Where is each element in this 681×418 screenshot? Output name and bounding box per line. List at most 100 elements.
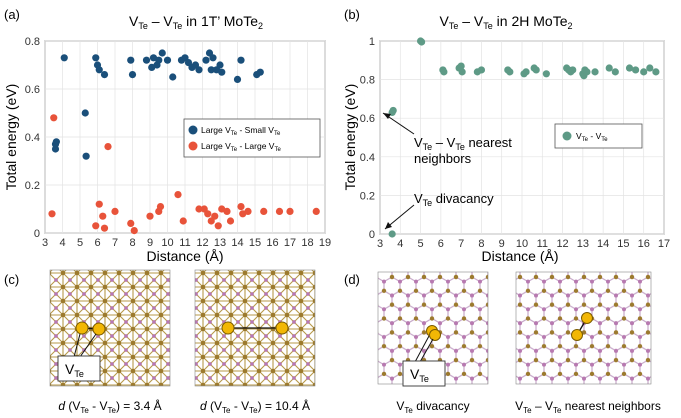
annotation-arrowhead-nn (383, 113, 391, 119)
chart-b-y-ticks: 0 0.2 0.4 0.6 0.8 1 (360, 36, 375, 241)
data-point (417, 38, 426, 46)
divacancy-atom-2 (429, 329, 441, 341)
caption-d-right: VTe – VTe nearest neighbors (515, 399, 661, 415)
chart-a-legend-box (183, 118, 321, 158)
data-point (611, 68, 619, 76)
chart-b-x-ticks: 3 4 5 6 7 8 9 10 11 12 13 14 15 16 17 (377, 238, 670, 250)
x-tick-label: 3 (42, 237, 48, 249)
y-tick-label: 0.4 (360, 152, 375, 164)
x-tick-label: 6 (438, 238, 444, 250)
data-point (174, 191, 182, 199)
x-tick-label: 15 (249, 237, 261, 249)
data-point (632, 66, 640, 74)
pointer-c-1 (73, 333, 81, 358)
data-point (389, 106, 397, 115)
vacancy-atom-left-1 (75, 321, 89, 335)
data-point (583, 68, 591, 76)
data-point (233, 75, 242, 83)
y-tick-label: 1 (369, 36, 375, 48)
x-tick-label: 12 (556, 238, 568, 250)
panel-label-c: (c) (4, 272, 19, 287)
chart-b: (b) VTe – VTe in 2H MoTe2 3 4 5 6 7 8 9 10 11 12 1… (342, 7, 670, 264)
data-point (127, 56, 135, 64)
data-point (92, 54, 100, 62)
x-tick-label: 4 (397, 238, 403, 250)
data-point (211, 212, 219, 220)
data-point (605, 64, 613, 72)
chart-a-xlabel: Distance (Å) (146, 248, 223, 264)
y-tick-label: 0.4 (25, 132, 40, 144)
legend-marker-small (188, 125, 198, 135)
chart-a-title: VTe – VTe in 1T’ MoTe2 (129, 13, 263, 31)
y-tick-label: 0.8 (360, 75, 375, 87)
data-point (244, 207, 252, 215)
legend-marker-large (188, 141, 198, 151)
annotation-nearest-neighbors: VTe – VTe nearest neighbors (382, 112, 512, 166)
data-point (209, 54, 217, 62)
data-point (223, 207, 231, 215)
data-point (214, 222, 222, 230)
data-point (542, 70, 550, 78)
annotation-divacancy-label: VTe divacancy (414, 191, 494, 208)
vte-label-box-d (402, 360, 446, 387)
x-tick-label: 13 (577, 238, 589, 250)
x-tick-label: 17 (284, 237, 296, 249)
y-tick-label: 0.2 (360, 190, 375, 202)
data-point (50, 114, 58, 122)
y-tick-label: 0.2 (25, 180, 40, 192)
annotation-arrowhead-div (385, 222, 392, 229)
data-point (218, 68, 226, 76)
vacancy-atom-right-1 (221, 321, 235, 335)
legend-label-large: Large VTe - Large VTe (201, 141, 281, 153)
panel-label-a: (a) (4, 7, 20, 22)
legend-marker-vte (562, 131, 572, 141)
x-tick-label: 17 (658, 238, 670, 250)
vte-label-d: VTe (410, 366, 429, 384)
x-tick-label: 12 (196, 237, 208, 249)
x-tick-label: 8 (129, 237, 135, 249)
data-point (226, 217, 235, 225)
chart-a-points (48, 49, 320, 235)
x-tick-label: 14 (597, 238, 609, 250)
panel-d-structures: (d) VTe VTe divacancy VTe – VTe nearest … (344, 271, 661, 415)
data-point (569, 66, 577, 74)
data-point (52, 138, 60, 146)
data-point (216, 61, 224, 69)
caption-d-left: VTe divacancy (396, 399, 469, 415)
data-point (440, 68, 448, 76)
chart-a-ylabel: Total energy (eV) (3, 84, 19, 191)
data-point (48, 210, 56, 218)
nn-atom-2 (581, 312, 593, 324)
chart-a: (a) VTe – VTe in 1T’ MoTe2 3 4 5 6 7 8 9 10 11 12… (3, 7, 331, 264)
data-point (95, 66, 103, 74)
data-point (99, 212, 107, 220)
data-point (506, 68, 514, 76)
data-point (100, 71, 109, 79)
x-tick-label: 9 (499, 238, 505, 250)
pointer-d-2 (419, 338, 434, 363)
data-point (111, 207, 119, 215)
chart-b-xlabel: Distance (Å) (481, 248, 558, 264)
x-tick-label: 8 (478, 238, 484, 250)
chart-b-points (388, 37, 660, 238)
vte-label-box-c (57, 355, 101, 382)
data-point (179, 217, 187, 225)
pointer-c-2 (79, 333, 97, 358)
vacancy-atom-left-2 (92, 322, 106, 336)
data-point (81, 109, 89, 117)
legend-label-small: Large VTe - Small VTe (201, 125, 281, 137)
panel-label-d: (d) (344, 272, 360, 287)
data-point (142, 56, 151, 64)
pointer-d-1 (414, 335, 430, 363)
data-point (532, 66, 540, 74)
data-point (127, 219, 135, 227)
data-point (477, 66, 486, 74)
data-point (60, 54, 68, 62)
x-tick-label: 5 (418, 238, 424, 250)
x-tick-label: 6 (94, 237, 100, 249)
y-tick-label: 0.6 (25, 84, 40, 96)
x-tick-label: 18 (301, 237, 313, 249)
x-tick-label: 3 (377, 238, 383, 250)
annotation-nn-line2: neighbors (414, 151, 472, 166)
